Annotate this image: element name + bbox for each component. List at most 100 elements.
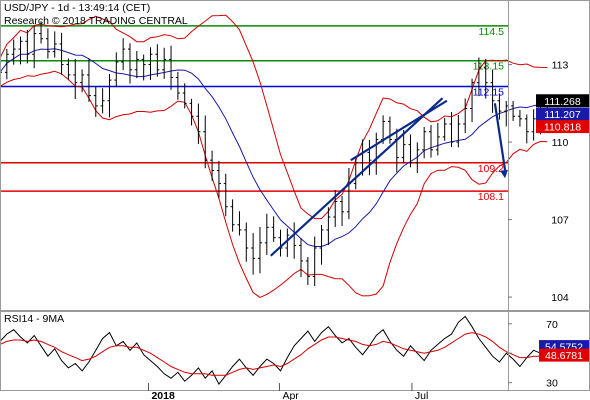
level-label: 113.15 (473, 61, 504, 73)
price-bar (305, 256, 310, 285)
price-bar (299, 238, 304, 278)
price-bar (155, 44, 160, 77)
level-label: 108.1 (478, 191, 504, 203)
price-bar (504, 101, 509, 127)
level-label: 114.5 (479, 26, 505, 38)
price-bar (210, 150, 215, 181)
price-bar (114, 52, 119, 87)
price-bar (162, 47, 167, 79)
price-bar (32, 26, 37, 69)
price-bar (387, 116, 392, 144)
rsi-y-tick-label: 70 (546, 319, 558, 331)
support-trendline (269, 97, 444, 257)
price-y-tick-label: 113 (552, 60, 569, 72)
price-bar (435, 122, 440, 156)
rsi-tag-label: 48.6781 (545, 350, 583, 362)
price-bar (463, 98, 468, 134)
rsi-layer (0, 315, 548, 386)
levels-layer: 114.5 113.15 112.15 109.2 108.1 (0, 25, 508, 203)
price-bar (66, 58, 71, 80)
rsi-tag-box (539, 348, 589, 362)
price-bar (531, 109, 536, 141)
price-bar (456, 114, 461, 148)
price-bar (476, 57, 481, 97)
indicator-layer (0, 14, 548, 298)
price-bar (80, 69, 85, 93)
price-bar (374, 132, 379, 175)
price-bar (470, 78, 475, 123)
price-bar (278, 229, 283, 257)
rsi-panel-frame (0, 311, 590, 391)
price-bar (182, 83, 187, 109)
price-tag-label: 111.207 (544, 109, 581, 121)
rsi-y-tick-label: 30 (546, 378, 558, 390)
x-tick-label: Apr (282, 390, 299, 400)
price-bar (312, 236, 317, 286)
forecast-arrow-shaft (493, 103, 507, 171)
price-bar (244, 222, 249, 262)
price-bar (11, 39, 16, 65)
price-bar (39, 21, 44, 44)
x-tick-label: Jul (415, 390, 428, 400)
price-bar (490, 69, 495, 113)
level-label: 112.15 (473, 87, 504, 99)
price-y-tick-label: 104 (551, 292, 569, 304)
price-bar (127, 43, 132, 84)
chart-copyright: Research © 2018 TRADING CENTRAL (4, 15, 188, 27)
price-bar (18, 36, 23, 65)
price-tag-label: 110.818 (544, 122, 581, 134)
price-bar (353, 158, 358, 190)
price-bar (121, 38, 126, 71)
price-bar (415, 142, 420, 173)
forecast-arrow-head (500, 169, 508, 179)
price-bar (422, 127, 427, 159)
price-bar (449, 112, 454, 148)
price-bar (45, 28, 50, 59)
price-bar (428, 124, 433, 158)
price-y-tick-label: 107 (551, 215, 569, 227)
price-bar (86, 58, 91, 102)
price-y-tick-label: 110 (552, 137, 569, 149)
price-bar (483, 58, 488, 99)
bollinger-upper-line (0, 14, 548, 220)
price-bar (285, 228, 290, 257)
price-bar (93, 86, 98, 117)
price-bar (175, 71, 180, 100)
rsi-line (0, 315, 548, 386)
price-bar (230, 199, 235, 232)
trendline-layer (269, 97, 508, 257)
price-bar (203, 115, 208, 169)
axis-layer: 1041071101133050702018AprJul (147, 60, 569, 400)
price-bar (264, 213, 269, 255)
price-bar (251, 233, 256, 275)
price-bar (408, 134, 413, 168)
price-bar (394, 128, 399, 173)
price-bar (511, 100, 516, 122)
price-bar (134, 50, 139, 79)
bollinger-lower-line (0, 70, 548, 298)
chart-symbol-line: USD/JPY - 1d - 13:49:14 (CET) (4, 2, 150, 14)
price-bar (148, 47, 153, 80)
x-tick-label: 2018 (151, 390, 175, 400)
level-label: 109.2 (478, 163, 504, 175)
price-bar (223, 173, 228, 217)
price-bar (4, 48, 9, 80)
price-bar (237, 211, 242, 236)
price-bar (52, 31, 57, 58)
price-bar (73, 58, 78, 100)
rsi-title: RSI14 - 9MA (4, 313, 64, 325)
rsi-ma-line (0, 332, 548, 376)
price-bar (367, 140, 372, 176)
price-bar (524, 114, 529, 144)
price-bar (100, 88, 105, 114)
price-bar (497, 93, 502, 120)
moving-average-line (0, 48, 548, 247)
price-bar (257, 226, 262, 274)
price-bar (169, 45, 174, 90)
price-bar (292, 222, 297, 259)
support-trendline (350, 99, 448, 162)
price-bar (517, 109, 522, 127)
price-bar (340, 196, 345, 226)
